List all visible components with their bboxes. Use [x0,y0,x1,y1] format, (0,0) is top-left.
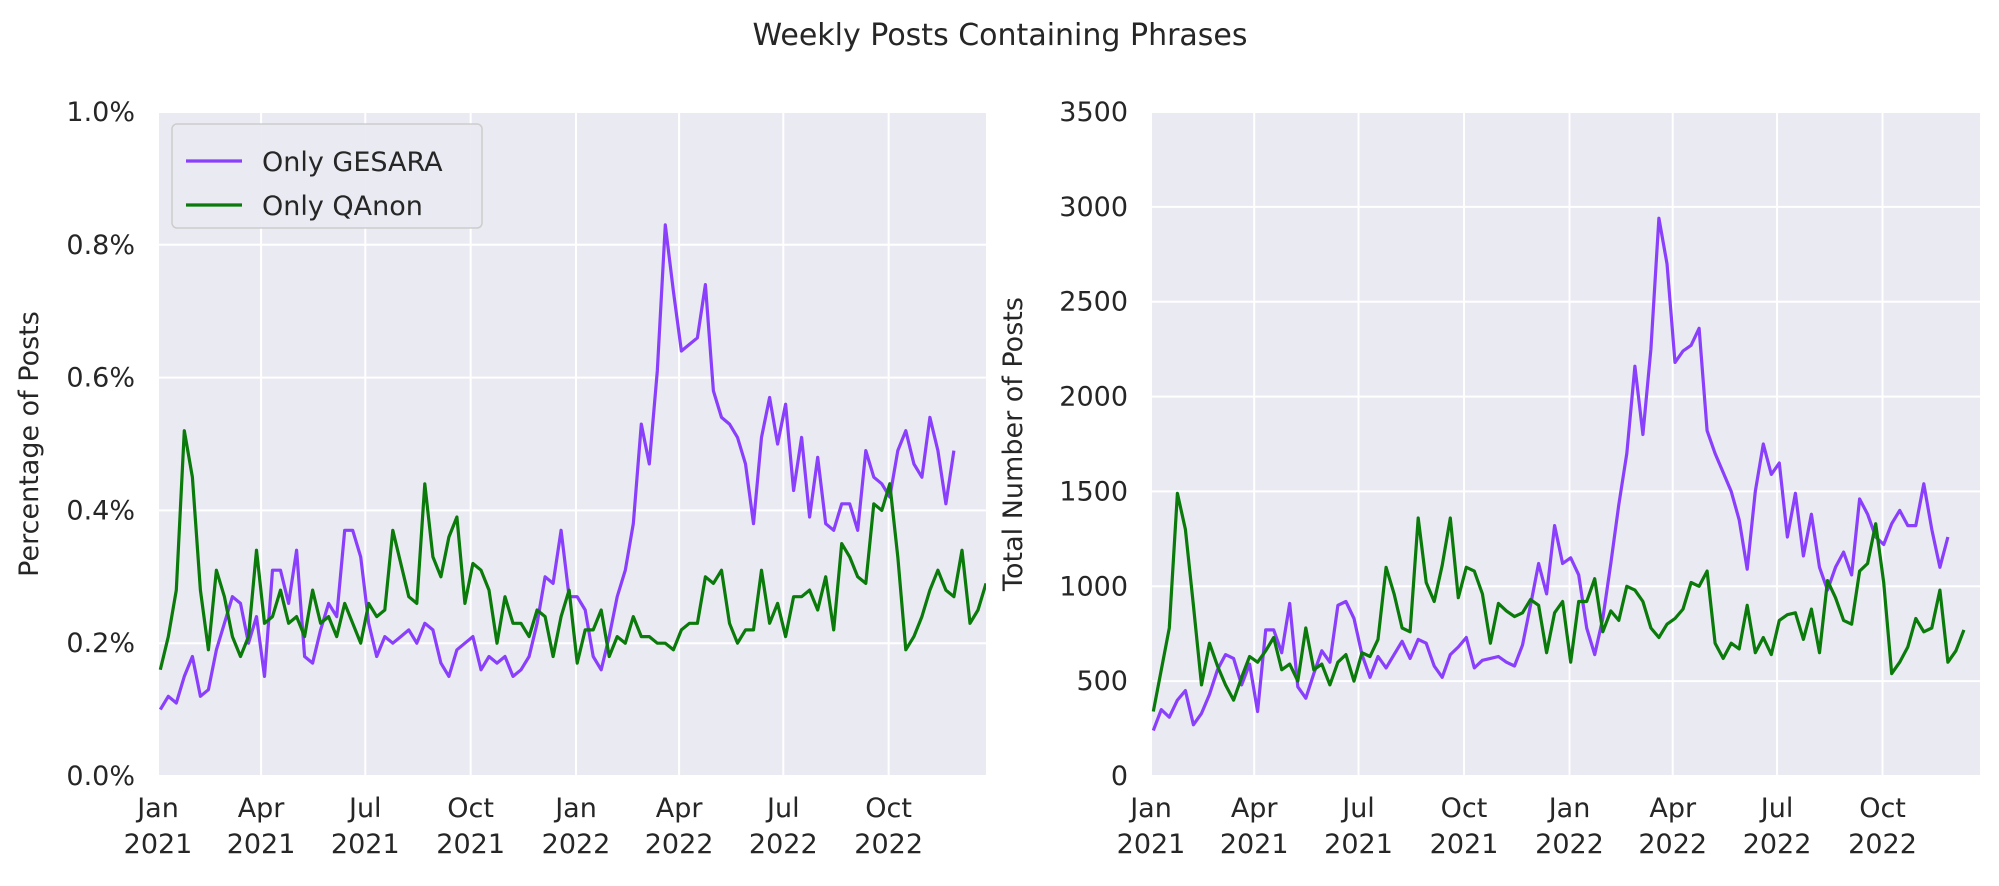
figure-title: Weekly Posts Containing Phrases [752,18,1247,53]
x-tick-month: Jan [1547,793,1591,824]
x-tick-month: Oct [865,793,912,824]
y-tick-label: 0.0% [66,761,135,792]
x-tick-month: Oct [447,793,494,824]
x-tick-year: 2022 [1743,829,1812,860]
y-tick-label: 0.6% [66,363,135,394]
y-tick-label: 500 [1076,666,1128,697]
legend-box [171,123,483,229]
x-tick-year: 2022 [854,829,923,860]
y-tick-label: 0.4% [66,495,135,526]
x-tick-month: Oct [1441,793,1488,824]
x-tick-year: 2021 [1324,829,1393,860]
legend: Only GESARA Only QAnon [171,123,483,229]
y-tick-label: 1.0% [66,97,135,128]
y-tick-label: 1500 [1059,476,1128,507]
x-tick-year: 2022 [1848,829,1917,860]
x-tick-year: 2022 [1535,829,1604,860]
x-tick-year: 2021 [436,829,505,860]
x-tick-month: Apr [238,793,286,824]
y-tick-label: 0.8% [66,230,135,261]
only-gesara-line [1151,216,1950,732]
only-qanon-line [1151,491,1966,712]
x-tick-month: Jul [1759,793,1794,824]
right-panel-total: 0 500 1000 1500 2000 2500 3000 3500 Jan 2021 Apr 20… [998,97,1980,860]
x-tick-month: Apr [1231,793,1279,824]
x-tick-month: Jul [765,793,800,824]
only-gesara-line [158,223,956,711]
legend-label: Only QAnon [262,191,423,222]
y-tick-label: 3000 [1059,192,1128,223]
x-tick-year: 2022 [645,829,714,860]
x-tick-year: 2021 [331,829,400,860]
y-tick-label: 0 [1111,761,1128,792]
x-tick-month: Jan [1128,793,1172,824]
y-tick-label: 0.2% [66,628,135,659]
y-axis-label: Percentage of Posts [14,311,45,577]
x-tick-year: 2021 [1117,829,1186,860]
x-tick-month: Jul [1340,793,1375,824]
y-tick-label: 3500 [1059,97,1128,128]
x-tick-month: Apr [656,793,704,824]
x-tick-year: 2022 [749,829,818,860]
x-tick-month: Jul [347,793,382,824]
x-tick-year: 2021 [1220,829,1289,860]
y-tick-label: 2000 [1059,382,1128,413]
x-tick-year: 2022 [1638,829,1707,860]
x-tick-year: 2021 [1430,829,1499,860]
y-tick-label: 2500 [1059,287,1128,318]
x-tick-month: Jan [553,793,597,824]
x-tick-year: 2021 [227,829,296,860]
y-axis-label: Total Number of Posts [998,297,1029,592]
left-panel-percentage: 0.0% 0.2% 0.4% 0.6% 0.8% 1.0% Jan 2021 Apr 2021 Ju… [14,97,986,860]
only-qanon-line [158,429,986,671]
plot-area [1151,112,1980,776]
x-tick-month: Oct [1859,793,1906,824]
x-tick-year: 2021 [124,829,193,860]
x-tick-year: 2022 [542,829,611,860]
legend-label: Only GESARA [262,147,443,178]
x-tick-month: Jan [135,793,179,824]
x-tick-month: Apr [1649,793,1697,824]
y-tick-label: 1000 [1059,571,1128,602]
